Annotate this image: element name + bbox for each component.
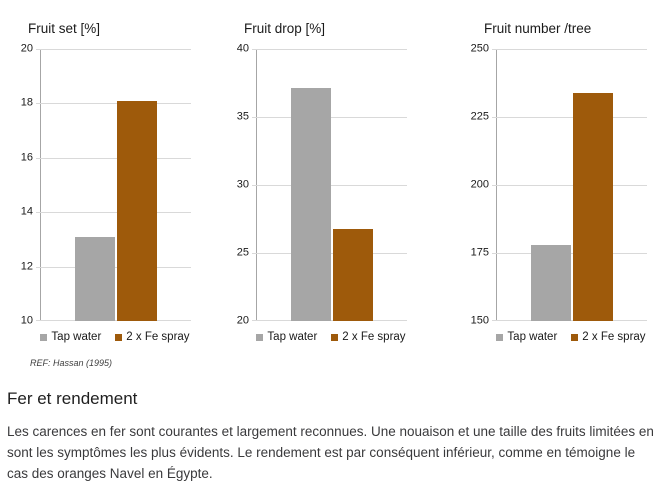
plot-area: 150 175 200 225 250 bbox=[471, 43, 647, 326]
gridline bbox=[252, 49, 407, 50]
y-tick-label: 20 bbox=[20, 42, 33, 55]
plot-area: 10 12 14 16 18 20 bbox=[21, 43, 191, 326]
bar-tap-water bbox=[531, 245, 571, 321]
legend-marker-icon bbox=[256, 333, 264, 341]
y-tick-label: 12 bbox=[20, 260, 33, 273]
chart-fruit-number: Fruit number /tree 150 175 200 225 250 Tap wat… bbox=[462, 20, 647, 343]
legend: Tap water 2 x Fe spray bbox=[496, 331, 646, 343]
y-tick-label: 18 bbox=[20, 96, 33, 109]
y-tick-label: 35 bbox=[236, 110, 249, 123]
y-tick-label: 250 bbox=[470, 42, 489, 55]
chart-fruit-drop: Fruit drop [%] 20 25 30 35 40 Tap water 2 x Fe … bbox=[222, 20, 407, 343]
y-tick-label: 200 bbox=[470, 178, 489, 191]
y-tick-label: 25 bbox=[236, 246, 249, 259]
legend-label: 2 x Fe spray bbox=[342, 331, 406, 343]
legend-item: Tap water bbox=[496, 331, 557, 343]
legend-marker-icon bbox=[115, 333, 123, 341]
legend-marker-icon bbox=[496, 333, 504, 341]
legend-marker-icon bbox=[331, 333, 339, 341]
gridline bbox=[36, 157, 191, 159]
gridline bbox=[36, 49, 191, 50]
legend: Tap water 2 x Fe spray bbox=[40, 331, 190, 343]
gridline bbox=[36, 103, 191, 105]
y-tick-label: 14 bbox=[20, 205, 33, 218]
plot-area: 20 25 30 35 40 bbox=[237, 43, 407, 326]
gridline bbox=[36, 212, 191, 214]
legend-item: 2 x Fe spray bbox=[571, 331, 646, 343]
y-tick-label: 225 bbox=[470, 110, 489, 123]
legend-item: 2 x Fe spray bbox=[331, 331, 406, 343]
bar-tap-water bbox=[75, 237, 115, 321]
chart-title: Fruit number /tree bbox=[484, 21, 592, 36]
y-tick-label: 10 bbox=[20, 314, 33, 327]
legend-item: Tap water bbox=[40, 331, 101, 343]
legend-label: Tap water bbox=[267, 331, 318, 343]
legend-label: Tap water bbox=[507, 331, 558, 343]
gridline bbox=[492, 117, 647, 118]
y-tick-label: 40 bbox=[236, 42, 249, 55]
y-tick-label: 150 bbox=[470, 314, 489, 327]
section-heading: Fer et rendement bbox=[7, 389, 138, 408]
bar-2-x-fe-spray bbox=[333, 229, 373, 321]
legend-item: Tap water bbox=[256, 331, 317, 343]
gridline bbox=[492, 49, 647, 50]
charts-row: Fruit set [%] 10 12 14 16 18 20 Tap water 2 x Fe… bbox=[6, 20, 647, 343]
y-tick-label: 16 bbox=[20, 151, 33, 164]
y-tick-label: 175 bbox=[470, 246, 489, 259]
bar-tap-water bbox=[291, 88, 331, 321]
y-tick-label: 20 bbox=[236, 314, 249, 327]
bar-2-x-fe-spray bbox=[573, 93, 613, 321]
legend-marker-icon bbox=[571, 333, 579, 341]
chart-title: Fruit set [%] bbox=[28, 21, 101, 36]
chart-source-ref: REF: Hassan (1995) bbox=[30, 358, 113, 368]
legend-item: 2 x Fe spray bbox=[115, 331, 190, 343]
y-tick-label: 30 bbox=[236, 178, 249, 191]
chart-title: Fruit drop [%] bbox=[244, 21, 326, 36]
legend-marker-icon bbox=[40, 333, 48, 341]
legend: Tap water 2 x Fe spray bbox=[256, 331, 406, 343]
legend-label: 2 x Fe spray bbox=[126, 331, 190, 343]
chart-fruit-set: Fruit set [%] 10 12 14 16 18 20 Tap water 2 x Fe… bbox=[6, 20, 191, 343]
legend-label: 2 x Fe spray bbox=[582, 331, 646, 343]
gridline bbox=[492, 185, 647, 186]
section-paragraph: Les carences en fer sont courantes et la… bbox=[7, 424, 654, 481]
bar-2-x-fe-spray bbox=[117, 101, 157, 321]
legend-label: Tap water bbox=[51, 331, 102, 343]
